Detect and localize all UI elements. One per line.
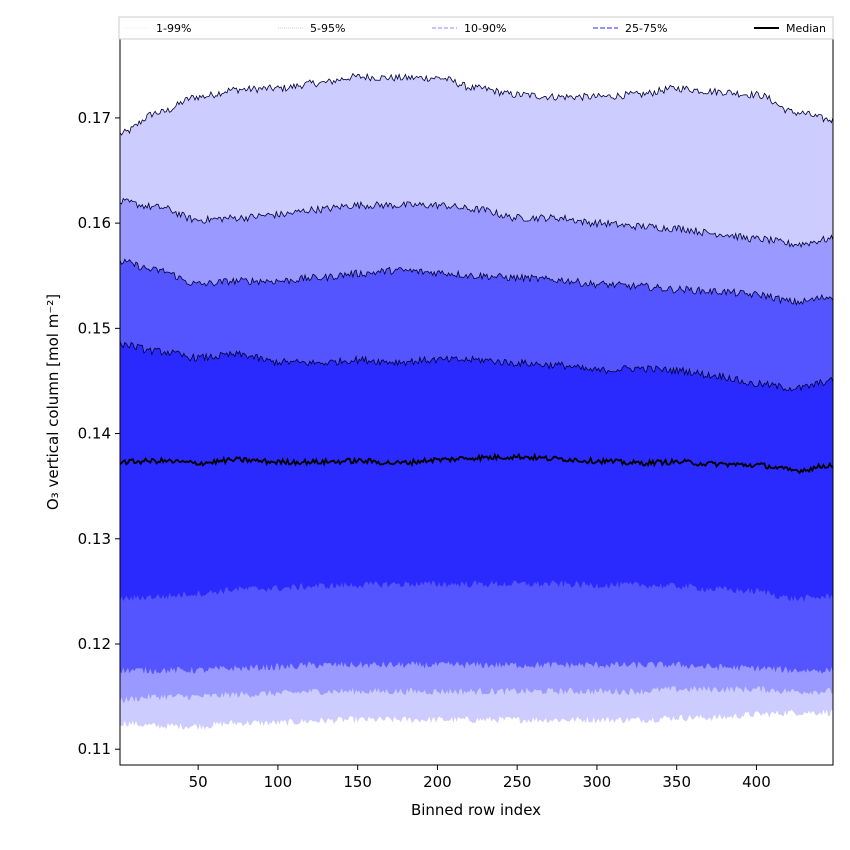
- y-axis-title: O₃ vertical column [mol m⁻²]: [44, 294, 62, 510]
- legend-box: [118, 16, 834, 40]
- plot-area: [120, 72, 833, 730]
- y-tick-label: 0.14: [78, 425, 111, 443]
- x-tick-label: 250: [503, 773, 532, 791]
- legend-label: 25-75%: [625, 22, 667, 35]
- legend: 1-99% 5-95% 10-90% 25-75% Median: [118, 16, 834, 40]
- y-tick-label: 0.17: [78, 109, 111, 127]
- y-tick-label: 0.13: [78, 530, 111, 548]
- band-4-area: [120, 341, 833, 602]
- x-axis-title: Binned row index: [411, 801, 541, 819]
- legend-label: 1-99%: [156, 22, 191, 35]
- x-tick-label: 150: [343, 773, 372, 791]
- y-axis: 0.11 0.12 0.13 0.14 0.15 0.16 0.17: [78, 109, 120, 758]
- band-4-upper-line: [120, 340, 833, 392]
- x-tick-label: 300: [583, 773, 612, 791]
- x-tick-label: 100: [264, 773, 293, 791]
- legend-label: 10-90%: [464, 22, 506, 35]
- band-1-upper-line: [120, 72, 833, 136]
- x-tick-label: 200: [423, 773, 452, 791]
- y-tick-label: 0.15: [78, 319, 111, 337]
- band-2-upper-line: [120, 197, 833, 248]
- y-tick-label: 0.16: [78, 214, 111, 232]
- median-line: [120, 452, 833, 475]
- x-tick-label: 50: [189, 773, 208, 791]
- y-tick-label: 0.11: [78, 740, 111, 758]
- x-axis: 50 100 150 200 250 300 350 400: [189, 765, 771, 791]
- legend-label: 5-95%: [310, 22, 345, 35]
- y-tick-label: 0.12: [78, 635, 111, 653]
- x-tick-label: 350: [662, 773, 691, 791]
- legend-label: Median: [786, 22, 826, 35]
- x-tick-label: 400: [742, 773, 771, 791]
- band-3-upper-line: [120, 258, 833, 306]
